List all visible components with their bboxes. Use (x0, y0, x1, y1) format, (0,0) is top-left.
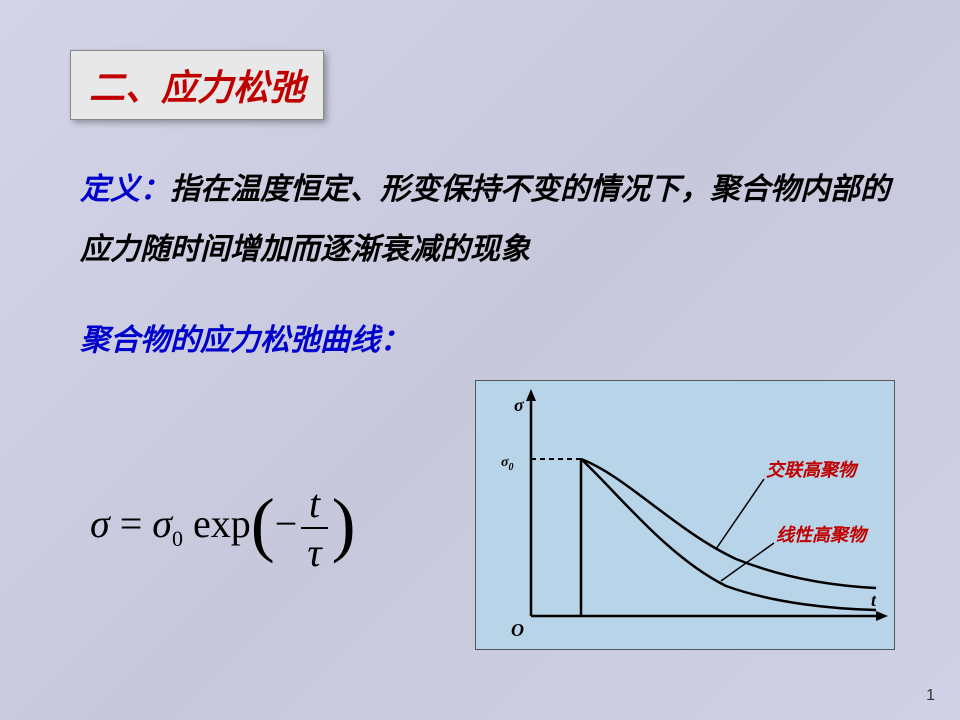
y-axis-arrow (526, 389, 536, 401)
heading-text: 二、应力松弛 (89, 68, 305, 108)
origin-label: O (511, 620, 524, 640)
definition-label: 定义： (80, 173, 170, 206)
eq-minus: − (275, 501, 298, 546)
eq-numerator: t (301, 480, 327, 529)
definition-block: 定义：指在温度恒定、形变保持不变的情况下，聚合物内部的应力随时间增加而逐渐衰减的… (80, 160, 900, 280)
x-axis-label: t (871, 590, 877, 610)
page-number: 1 (926, 687, 935, 705)
top-leader (716, 479, 764, 549)
eq-sigma: σ (90, 501, 110, 546)
eq-rparen: ) (332, 484, 356, 564)
chart-svg: σ σ0 t O 交联高聚物 线性高聚物 (476, 381, 896, 651)
heading-box: 二、应力松弛 (70, 50, 324, 120)
curve-section-label: 聚合物的应力松弛曲线： (80, 315, 900, 359)
equation: σ = σ0 exp(−tτ) (90, 480, 356, 576)
linear-label: 线性高聚物 (776, 525, 869, 545)
eq-exp: exp (183, 501, 251, 546)
eq-denominator: τ (301, 529, 327, 576)
y-axis-label: σ (514, 395, 525, 415)
definition-text: 指在温度恒定、形变保持不变的情况下，聚合物内部的应力随时间增加而逐渐衰减的现象 (80, 173, 890, 266)
eq-sigma0-sub: 0 (172, 526, 183, 551)
bottom-leader (721, 543, 774, 581)
eq-sigma0: σ (152, 501, 172, 546)
slide: 二、应力松弛 定义：指在温度恒定、形变保持不变的情况下，聚合物内部的应力随时间增… (0, 0, 960, 720)
x-axis-arrow (876, 611, 888, 621)
eq-fraction: tτ (301, 480, 327, 576)
crosslinked-label: 交联高聚物 (766, 460, 859, 480)
stress-relaxation-chart: σ σ0 t O 交联高聚物 线性高聚物 (475, 380, 895, 650)
eq-lparen: ( (251, 484, 275, 564)
eq-equals: = (110, 501, 153, 546)
sigma0-label: σ0 (501, 455, 514, 473)
